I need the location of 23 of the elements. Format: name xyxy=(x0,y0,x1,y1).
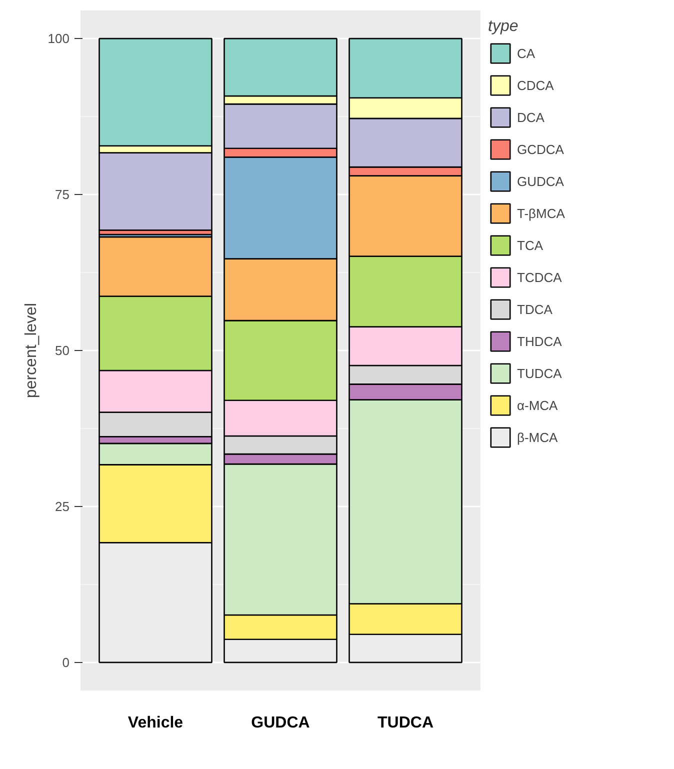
legend-label: β-MCA xyxy=(517,428,558,447)
y-tick-label: 25 xyxy=(55,498,70,514)
legend-title: type xyxy=(488,18,520,36)
legend-label: CDCA xyxy=(517,76,554,94)
legend-label: CA xyxy=(517,44,536,62)
y-axis-title: percent_level xyxy=(22,302,40,398)
y-tick-label: 75 xyxy=(55,187,70,202)
y-tick-label: 0 xyxy=(62,654,70,670)
x-tick-label: TUDCA xyxy=(378,714,434,732)
x-tick-label: Vehicle xyxy=(128,714,184,732)
legend-label: α-MCA xyxy=(517,396,558,414)
legend-label: TUDCA xyxy=(517,364,562,382)
legend-label: TCDCA xyxy=(517,268,562,286)
legend-label: T-βMCA xyxy=(517,204,565,223)
y-tick-label: 100 xyxy=(48,31,70,46)
legend-label: GCDCA xyxy=(517,140,564,158)
legend-label: DCA xyxy=(517,108,544,126)
y-tick-label: 50 xyxy=(55,343,70,358)
x-tick-label: GUDCA xyxy=(251,714,310,732)
legend-label: THDCA xyxy=(517,332,562,350)
legend-label: GUDCA xyxy=(517,172,564,190)
legend-label: TCA xyxy=(517,236,543,254)
legend-label: TDCA xyxy=(517,300,552,318)
